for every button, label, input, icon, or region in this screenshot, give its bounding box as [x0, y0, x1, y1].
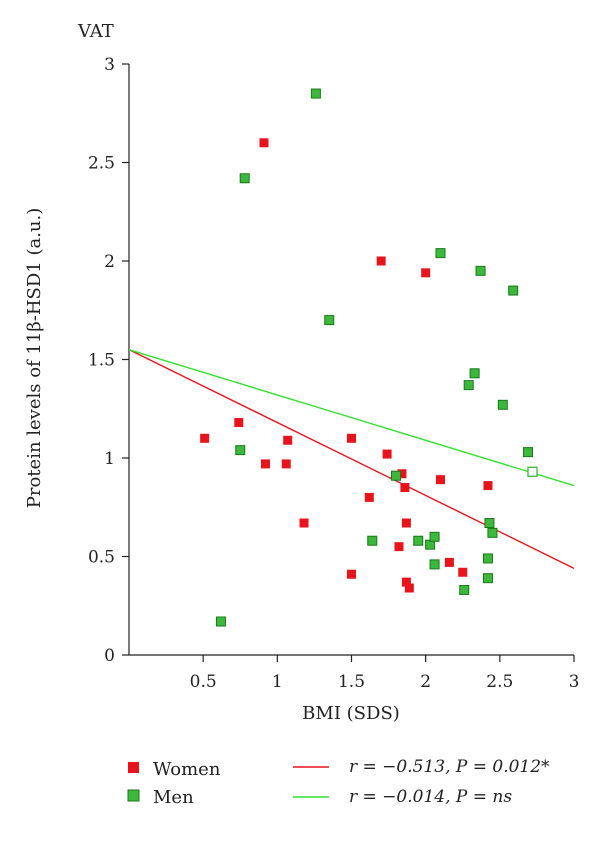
fit-line-women: [128, 349, 575, 569]
legend-marker-women: [128, 762, 139, 773]
data-point-men: [469, 368, 480, 379]
x-axis-title: BMI (SDS): [302, 703, 400, 724]
y-tick-label: 2.5: [88, 154, 115, 174]
x-tick-label: 1: [272, 672, 283, 692]
data-point-men: [239, 173, 250, 184]
data-point-women: [376, 256, 386, 266]
legend-marker-men: [127, 789, 140, 802]
data-point-men: [508, 285, 519, 296]
data-point-women: [401, 577, 411, 587]
y-tick-label: 2: [104, 252, 115, 272]
data-point-men: [487, 527, 498, 538]
plot-area: 0 0.5 1 1.5 2 2.5 3 0.5 1 1.5 2 2.5 3: [88, 55, 579, 692]
data-point-men: [484, 518, 495, 529]
data-point-men: [482, 573, 493, 584]
data-point-men: [435, 248, 446, 259]
legend-stat-men: r = −0.014, P = ns: [349, 787, 512, 807]
data-point-men: [497, 399, 508, 410]
data-point-women: [364, 492, 374, 502]
data-point-women: [483, 481, 493, 491]
x-tick-label: 2: [420, 672, 431, 692]
data-point-men: [482, 553, 493, 564]
x-tick-label: 1.5: [338, 672, 365, 692]
data-point-men-open: [527, 466, 538, 477]
data-point-men: [523, 447, 534, 458]
data-point-women: [421, 268, 431, 278]
y-tick-label: 1: [104, 449, 115, 469]
y-tick-label: 1.5: [88, 351, 115, 371]
y-tick-label: 3: [104, 55, 115, 75]
data-point-women: [436, 475, 445, 485]
data-point-women: [401, 518, 411, 528]
y-axis-title: Protein levels of 11β-HSD1 (a.u.): [24, 208, 45, 509]
data-point-women: [444, 557, 454, 567]
legend: Women Men r = −0.513, P = 0.012* r = −0.…: [127, 757, 550, 808]
data-point-women: [397, 469, 407, 479]
legend-label-women: Women: [153, 759, 221, 780]
data-point-men: [367, 535, 378, 546]
legend-stat-women: r = −0.513, P = 0.012*: [349, 757, 550, 777]
x-tick-label: 2.5: [486, 672, 513, 692]
data-point-women: [394, 542, 404, 552]
data-point-men: [235, 445, 246, 456]
data-point-men: [429, 559, 440, 570]
data-point-men: [413, 535, 424, 546]
data-point-women: [299, 518, 309, 528]
data-point-women: [347, 569, 356, 579]
x-tick-label: 3: [569, 672, 580, 692]
data-point-men: [429, 531, 440, 542]
data-point-men: [463, 380, 474, 391]
data-point-women: [400, 483, 410, 493]
data-point-men: [459, 584, 470, 595]
data-point-women: [458, 567, 468, 577]
data-point-women: [260, 459, 270, 469]
fit-line-men: [128, 348, 575, 487]
data-point-women: [200, 433, 210, 443]
data-point-men: [310, 88, 321, 99]
data-point-women: [347, 433, 356, 443]
data-point-men: [475, 265, 486, 276]
data-point-men: [324, 315, 335, 326]
data-point-women: [382, 449, 392, 459]
data-point-women: [404, 583, 414, 593]
legend-label-men: Men: [153, 787, 194, 808]
data-point-women: [283, 435, 293, 445]
x-tick-label: 0.5: [190, 672, 217, 692]
data-point-women: [259, 138, 269, 148]
y-tick-label: 0.5: [88, 548, 115, 568]
data-point-women: [234, 418, 244, 428]
chart-title: VAT: [77, 21, 114, 42]
data-point-women: [281, 459, 291, 469]
data-point-men: [215, 616, 226, 627]
y-tick-label: 0: [104, 646, 115, 666]
data-point-men: [391, 470, 401, 481]
